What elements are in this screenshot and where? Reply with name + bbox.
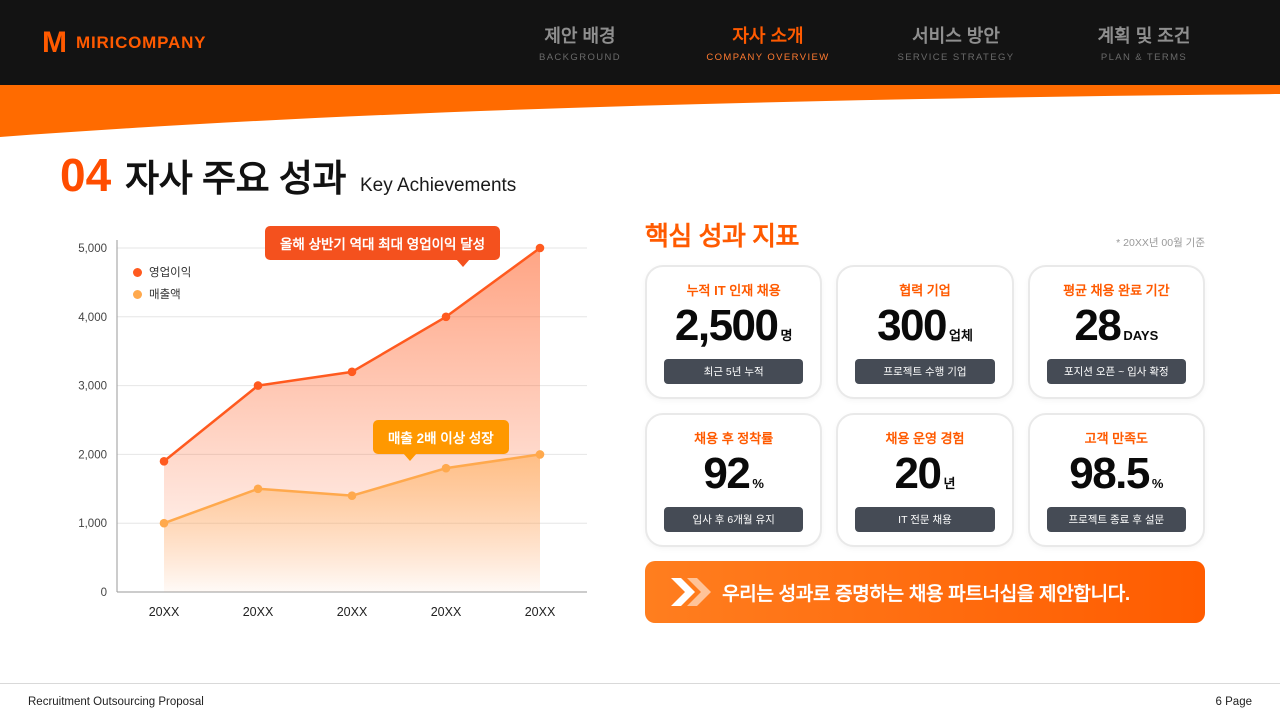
kpi-value-row: 300 업체 bbox=[877, 300, 973, 350]
nav-label-en: SERVICE STRATEGY bbox=[897, 52, 1015, 63]
nav-item-plan-terms[interactable]: 계획 및 조건 PLAN & TERMS bbox=[1050, 22, 1238, 63]
nav-item-service-strategy[interactable]: 서비스 방안 SERVICE STRATEGY bbox=[862, 22, 1050, 63]
kpi-heading: 핵심 성과 지표 bbox=[645, 221, 799, 251]
nav-label-kr: 제안 배경 bbox=[544, 26, 616, 46]
legend-dot-profit bbox=[133, 267, 142, 277]
footer-left-text: Recruitment Outsourcing Proposal bbox=[28, 696, 204, 708]
kpi-label: 채용 후 정착률 bbox=[694, 430, 774, 446]
chart-annotation-profit: 올해 상반기 역대 최대 영업이익 달성 bbox=[265, 226, 501, 267]
kpi-badge: 입사 후 6개월 유지 bbox=[664, 507, 804, 533]
svg-text:1,000: 1,000 bbox=[78, 518, 107, 530]
annotation-text: 올해 상반기 역대 최대 영업이익 달성 bbox=[280, 237, 486, 252]
brand-name: MIRICOMPANY bbox=[76, 32, 207, 52]
banner-text: 우리는 성과로 증명하는 채용 파트너십을 제안합니다. bbox=[722, 583, 1130, 605]
kpi-value-row: 28 DAYS bbox=[1074, 300, 1159, 350]
annotation-pointer bbox=[403, 453, 417, 461]
kpi-card-partner-companies: 협력 기업 300 업체 프로젝트 수행 기업 bbox=[836, 265, 1014, 399]
svg-text:5,000: 5,000 bbox=[78, 243, 107, 255]
kpi-card-years-experience: 채용 운영 경험 20 년 IT 전문 채용 bbox=[836, 413, 1014, 547]
kpi-value-row: 92 % bbox=[703, 448, 764, 498]
svg-text:3,000: 3,000 bbox=[78, 381, 107, 393]
svg-text:20XX: 20XX bbox=[525, 605, 556, 619]
kpi-value: 98.5 bbox=[1069, 448, 1150, 498]
kpi-value-row: 98.5 % bbox=[1069, 448, 1164, 498]
nav-label-en: BACKGROUND bbox=[538, 52, 622, 63]
page-number: 6 Page bbox=[1215, 696, 1252, 708]
kpi-unit: 년 bbox=[943, 475, 956, 491]
legend-label-revenue: 매출액 bbox=[149, 289, 181, 301]
svg-text:20XX: 20XX bbox=[243, 605, 274, 619]
kpi-unit: DAYS bbox=[1123, 327, 1159, 343]
kpi-value: 92 bbox=[703, 448, 750, 498]
nav-item-company-overview[interactable]: 자사 소개 COMPANY OVERVIEW bbox=[674, 22, 862, 63]
kpi-value: 20 bbox=[894, 448, 942, 498]
kpi-label: 고객 만족도 bbox=[1084, 430, 1149, 446]
nav-label-kr: 자사 소개 bbox=[732, 26, 804, 46]
chart-wrap: 0 1,000 2,000 3,000 4,000 5,000 20XX 20XX 20XX 20… bbox=[55, 226, 600, 630]
nav-label-en: PLAN & TERMS bbox=[1100, 52, 1188, 63]
kpi-label: 평균 채용 완료 기간 bbox=[1063, 282, 1170, 298]
section-title: 자사 주요 성과 bbox=[125, 158, 346, 199]
kpi-value-row: 20 년 bbox=[894, 448, 956, 498]
kpi-column: 핵심 성과 지표 * 20XX년 00월 기준 누적 IT 인재 채용 2,50… bbox=[645, 210, 1205, 630]
kpi-badge: 포지션 오픈 ~ 입사 확정 bbox=[1046, 359, 1186, 385]
nav-label-kr: 서비스 방안 bbox=[912, 26, 1000, 46]
section-subtitle: Key Achievements bbox=[359, 175, 517, 196]
kpi-cards: 누적 IT 인재 채용 2,500 명 최근 5년 누적 협력 기업 300 업… bbox=[645, 265, 1205, 547]
kpi-label: 협력 기업 bbox=[899, 282, 951, 298]
svg-text:0: 0 bbox=[101, 587, 107, 599]
svg-text:4,000: 4,000 bbox=[78, 312, 107, 324]
svg-text:20XX: 20XX bbox=[337, 605, 368, 619]
legend-item-profit: 영업이익 bbox=[133, 264, 191, 280]
kpi-value-row: 2,500 명 bbox=[674, 300, 793, 350]
nav-label-kr: 계획 및 조건 bbox=[1097, 26, 1191, 46]
annotation-pointer bbox=[456, 259, 471, 267]
double-chevron-right-icon bbox=[671, 578, 711, 606]
legend-dot-revenue bbox=[133, 289, 142, 299]
svg-text:20XX: 20XX bbox=[149, 605, 180, 619]
nav-label-en: COMPANY OVERVIEW bbox=[706, 52, 830, 63]
proposal-banner: 우리는 성과로 증명하는 채용 파트너십을 제안합니다. bbox=[645, 561, 1205, 623]
slide-footer: Recruitment Outsourcing Proposal 6 Page bbox=[0, 683, 1280, 720]
kpi-unit: % bbox=[752, 475, 764, 491]
kpi-value: 2,500 bbox=[674, 300, 779, 350]
kpi-header: 핵심 성과 지표 * 20XX년 00월 기준 bbox=[645, 216, 1205, 253]
kpi-badge: 최근 5년 누적 bbox=[664, 359, 804, 385]
chart-annotation-revenue: 매출 2배 이상 성장 bbox=[373, 420, 509, 461]
legend-item-revenue: 매출액 bbox=[133, 286, 191, 302]
legend-label-profit: 영업이익 bbox=[149, 267, 192, 279]
chart-legend: 영업이익 매출액 bbox=[133, 264, 191, 308]
content: 0 1,000 2,000 3,000 4,000 5,000 20XX 20XX 20XX 20… bbox=[55, 210, 1205, 630]
logo-icon: M bbox=[42, 25, 67, 59]
kpi-unit: 업체 bbox=[948, 327, 973, 343]
kpi-badge: IT 전문 채용 bbox=[855, 507, 995, 533]
nav-item-background[interactable]: 제안 배경 BACKGROUND bbox=[486, 22, 674, 63]
kpi-unit: % bbox=[1151, 475, 1164, 491]
chart-column: 0 1,000 2,000 3,000 4,000 5,000 20XX 20XX 20XX 20… bbox=[55, 210, 600, 630]
logo: M MIRICOMPANY bbox=[42, 25, 207, 59]
annotation-text: 매출 2배 이상 성장 bbox=[388, 431, 494, 446]
page-title: 04 자사 주요 성과 Key Achievements bbox=[60, 148, 516, 202]
kpi-label: 누적 IT 인재 채용 bbox=[686, 282, 781, 298]
kpi-badge: 프로젝트 종료 후 설문 bbox=[1046, 507, 1186, 533]
header-swoosh bbox=[0, 85, 1280, 137]
top-bar: M MIRICOMPANY 제안 배경 BACKGROUND 자사 소개 COM… bbox=[0, 0, 1280, 85]
kpi-value: 300 bbox=[877, 300, 947, 350]
kpi-card-retention-rate: 채용 후 정착률 92 % 입사 후 6개월 유지 bbox=[645, 413, 823, 547]
kpi-label: 채용 운영 경험 bbox=[885, 430, 965, 446]
kpi-value: 28 bbox=[1074, 300, 1121, 350]
svg-text:2,000: 2,000 bbox=[78, 449, 107, 461]
kpi-reference-note: * 20XX년 00월 기준 bbox=[1116, 237, 1205, 249]
kpi-card-customer-satisfaction: 고객 만족도 98.5 % 프로젝트 종료 후 설문 bbox=[1027, 413, 1205, 547]
main-nav: 제안 배경 BACKGROUND 자사 소개 COMPANY OVERVIEW … bbox=[486, 22, 1238, 63]
svg-text:20XX: 20XX bbox=[431, 605, 462, 619]
kpi-badge: 프로젝트 수행 기업 bbox=[855, 359, 995, 385]
kpi-unit: 명 bbox=[780, 327, 793, 343]
kpi-card-total-hires: 누적 IT 인재 채용 2,500 명 최근 5년 누적 bbox=[645, 265, 823, 399]
kpi-card-avg-completion-days: 평균 채용 완료 기간 28 DAYS 포지션 오픈 ~ 입사 확정 bbox=[1027, 265, 1205, 399]
section-number: 04 bbox=[60, 149, 112, 201]
